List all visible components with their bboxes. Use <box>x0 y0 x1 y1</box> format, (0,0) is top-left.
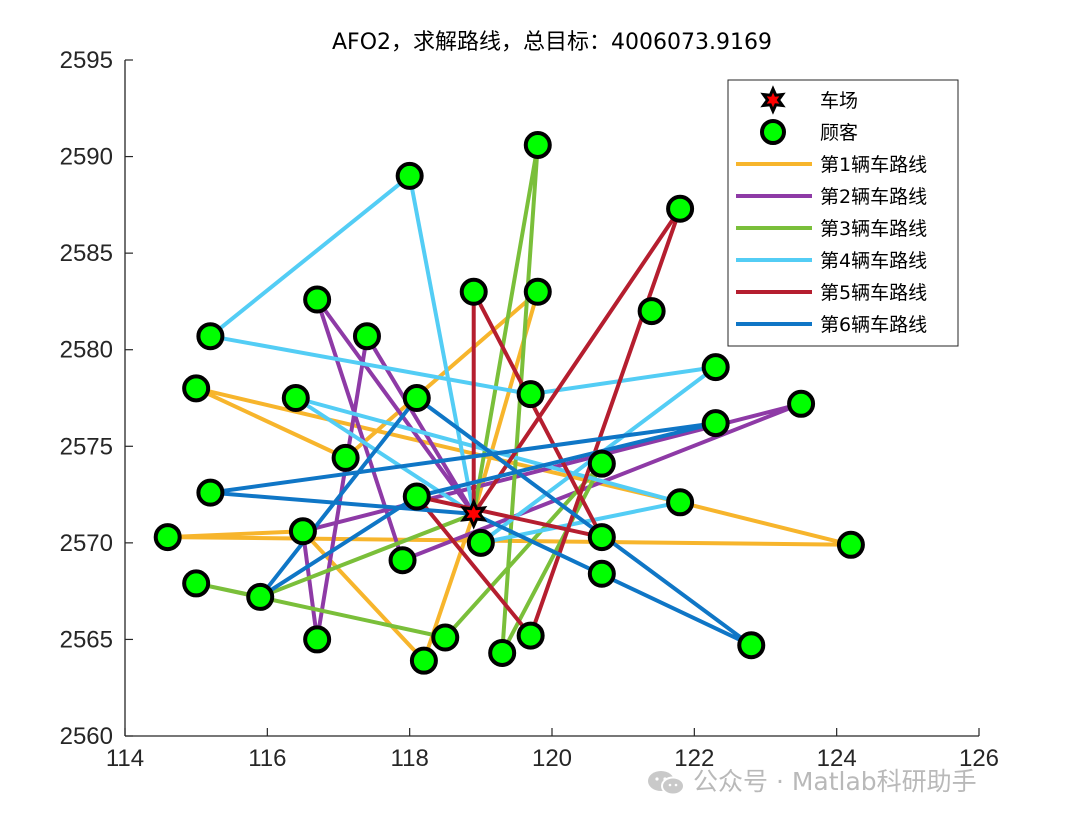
customer-marker <box>701 409 730 438</box>
y-tick-label: 2570 <box>60 530 113 557</box>
customer-marker <box>466 528 495 557</box>
customer-marker <box>303 625 332 654</box>
legend-label: 第4辆车路线 <box>820 250 927 272</box>
customer-marker <box>666 488 695 517</box>
customer-marker <box>288 517 317 546</box>
chart-title: AFO2，求解路线，总目标：4006073.9169 <box>332 30 772 55</box>
y-tick-label: 2590 <box>60 144 113 171</box>
customer-marker <box>523 130 552 159</box>
customer-marker <box>587 559 616 588</box>
legend-label: 第3辆车路线 <box>820 218 927 240</box>
legend-label: 第1辆车路线 <box>820 154 927 176</box>
customer-marker <box>836 530 865 559</box>
customer-marker <box>402 482 431 511</box>
legend-customer-icon <box>760 119 786 145</box>
customer-marker <box>587 523 616 552</box>
legend-label: 顾客 <box>820 122 858 144</box>
route-line-vehicle-1 <box>165 289 853 663</box>
customer-marker <box>196 478 225 507</box>
y-tick-label: 2575 <box>60 433 113 460</box>
customer-marker <box>153 523 182 552</box>
customer-marker <box>701 353 730 382</box>
customer-marker <box>388 546 417 575</box>
customer-marker <box>395 161 424 190</box>
customer-marker <box>516 380 545 409</box>
customer-marker <box>459 277 488 306</box>
y-tick-label: 2585 <box>60 240 113 267</box>
watermark: 公众号 · Matlab科研助手 <box>645 762 977 798</box>
y-tick-label: 2595 <box>60 47 113 74</box>
customer-marker <box>587 449 616 478</box>
depot-marker-group <box>460 498 488 530</box>
customer-marker <box>331 443 360 472</box>
x-tick-label: 120 <box>532 745 572 772</box>
route-line-vehicle-4 <box>208 173 718 545</box>
customer-marker <box>182 374 211 403</box>
customer-marker <box>196 322 225 351</box>
route-line-vehicle-6 <box>208 396 754 648</box>
watermark-text: 公众号 · Matlab科研助手 <box>693 767 977 796</box>
x-tick-label: 122 <box>674 745 714 772</box>
x-tick-label: 114 <box>106 745 144 772</box>
x-tick-label: 116 <box>248 745 286 772</box>
customer-marker <box>523 277 552 306</box>
x-tick-label: 118 <box>391 745 429 772</box>
customer-marker <box>246 582 275 611</box>
y-tick-label: 2580 <box>60 337 113 364</box>
customer-marker <box>666 194 695 223</box>
legend-label: 车场 <box>820 90 858 112</box>
depot-marker <box>460 498 488 530</box>
customer-marker <box>787 389 816 418</box>
customer-marker <box>182 569 211 598</box>
y-tick-label: 2565 <box>60 626 113 653</box>
x-tick-label: 126 <box>959 745 999 772</box>
customer-marker <box>409 646 438 675</box>
customer-marker <box>281 384 310 412</box>
legend-depot-icon <box>760 85 786 115</box>
customer-markers <box>153 130 865 675</box>
legend-label: 第2辆车路线 <box>820 186 927 208</box>
legend-box <box>727 79 959 347</box>
customer-marker <box>516 621 545 650</box>
x-tick-label: 124 <box>817 745 857 772</box>
axes: 114 116 118 120 122 124 126 2560 2565 2570 2575 258… <box>60 47 999 772</box>
customer-marker <box>737 631 766 660</box>
customer-marker <box>402 384 431 412</box>
customer-marker <box>488 638 517 667</box>
wechat-icon <box>648 771 685 796</box>
customer-marker <box>431 623 460 652</box>
customer-marker <box>352 322 381 351</box>
customer-marker <box>637 297 666 326</box>
y-tick-label: 2560 <box>60 723 113 750</box>
customer-marker <box>303 285 332 314</box>
legend-label: 第5辆车路线 <box>820 282 927 304</box>
legend-label: 第6辆车路线 <box>820 314 927 336</box>
